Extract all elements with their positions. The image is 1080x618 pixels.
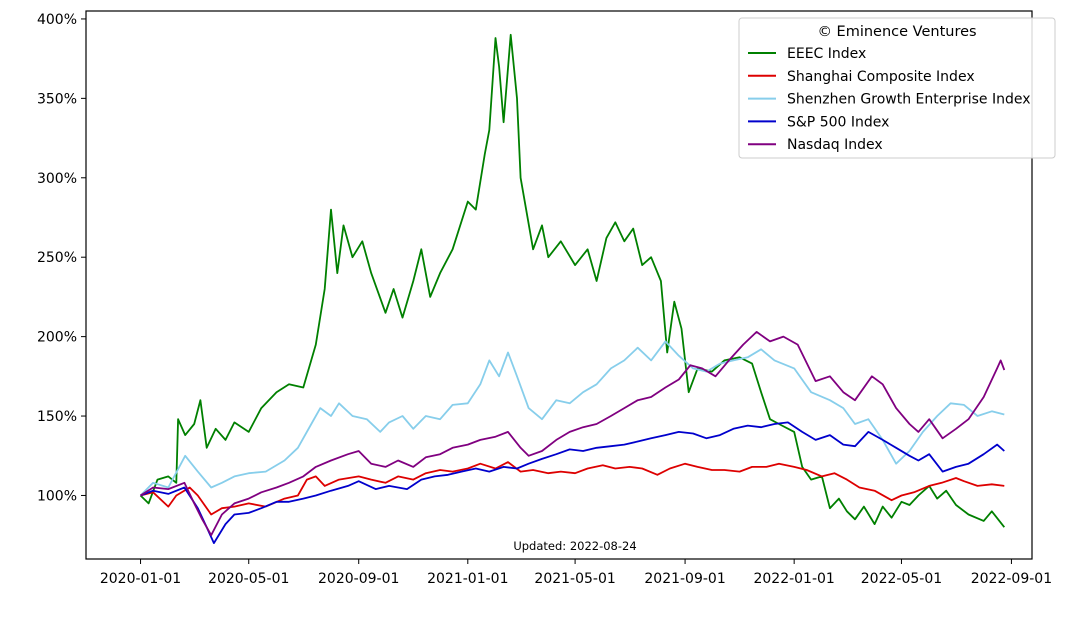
x-axis: 2020-01-01 2020-05-01 2020-09-01 2021-01-01… xyxy=(100,559,1052,587)
x-tick-label: 2021-05-01 xyxy=(534,571,615,587)
y-tick-label: 150% xyxy=(37,409,77,425)
y-tick-label: 400% xyxy=(37,12,77,28)
x-tick-label: 2022-05-01 xyxy=(861,571,942,587)
y-axis: 100% 150% 200% 250% 300% 350% 400% xyxy=(37,12,86,504)
series-layer xyxy=(139,33,1006,544)
series-line-4 xyxy=(140,331,1006,537)
x-tick-label: 2020-09-01 xyxy=(318,571,399,587)
legend-title: © Eminence Ventures xyxy=(817,24,976,40)
x-tick-label: 2021-09-01 xyxy=(644,571,725,587)
legend-entries: EEEC Index Shanghai Composite Index Shenzh… xyxy=(748,46,1031,153)
x-tick-label: 2022-09-01 xyxy=(971,571,1052,587)
series-line-3 xyxy=(140,421,1005,544)
legend: © Eminence Ventures EEEC Index Shanghai C… xyxy=(738,17,1056,159)
y-tick-label: 250% xyxy=(37,250,77,266)
x-tick-label: 2021-01-01 xyxy=(427,571,508,587)
legend-box xyxy=(738,17,1056,159)
x-tick-label: 2020-01-01 xyxy=(100,571,181,587)
x-tick-label: 2020-05-01 xyxy=(208,571,289,587)
y-tick-label: 300% xyxy=(37,171,77,187)
updated-annotation: Updated: 2022-08-24 xyxy=(513,539,636,553)
legend-label-2: Shenzhen Growth Enterprise Index xyxy=(787,92,1031,108)
legend-label-4: Nasdaq Index xyxy=(787,137,883,153)
series-line-1 xyxy=(140,461,1005,516)
legend-label-0: EEEC Index xyxy=(787,46,866,62)
x-tick-label: 2022-01-01 xyxy=(753,571,834,587)
plot-frame xyxy=(85,10,1033,560)
y-tick-label: 100% xyxy=(37,488,77,504)
legend-label-1: Shanghai Composite Index xyxy=(787,69,975,85)
legend-label-3: S&P 500 Index xyxy=(787,114,889,130)
series-line-2 xyxy=(139,340,1005,497)
y-tick-label: 200% xyxy=(37,330,77,346)
y-tick-label: 350% xyxy=(37,91,77,107)
series-line-0 xyxy=(139,33,1006,528)
